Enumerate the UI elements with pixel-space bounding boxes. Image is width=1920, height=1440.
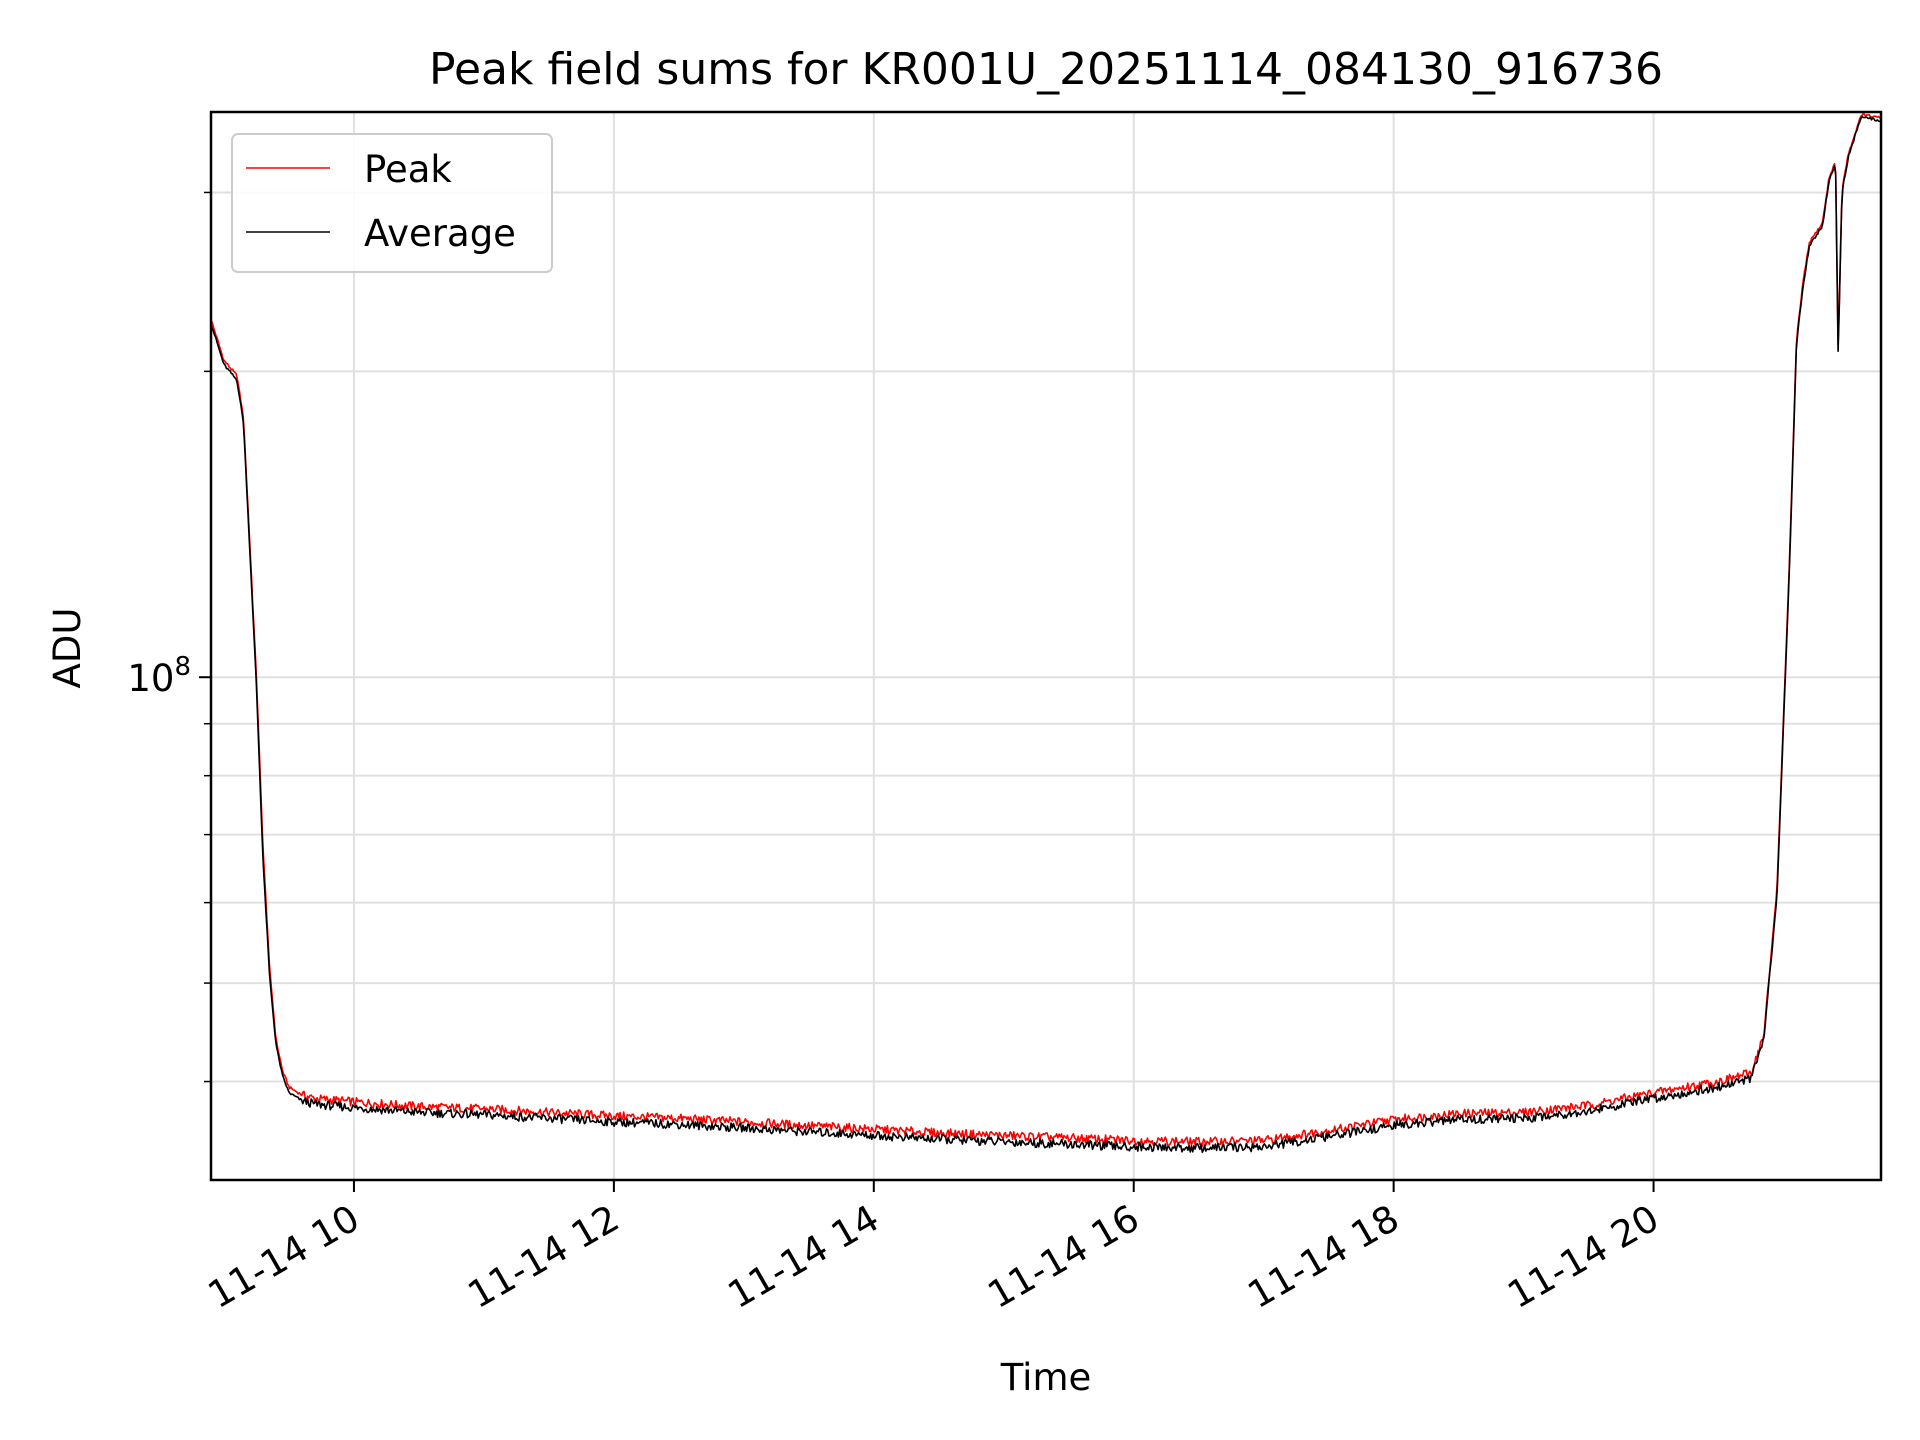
plot-frame	[209, 110, 1883, 1182]
legend: Peak Average	[231, 133, 553, 273]
legend-average-label: Average	[364, 212, 516, 255]
y-tick-label: 108	[127, 652, 191, 700]
y-tick-base: 10	[127, 657, 174, 700]
series-line-peak	[210, 112, 1882, 1147]
x-axis-label: Time	[1000, 1356, 1092, 1399]
y-axis-label: ADU	[46, 608, 89, 689]
y-axis-ticks: 108	[127, 191, 211, 1083]
series-lines	[210, 112, 1882, 1154]
chart-title: Peak field sums for KR001U_20251114_0841…	[429, 44, 1663, 95]
legend-peak-label: Peak	[364, 148, 452, 191]
grid-lines	[211, 112, 1881, 1180]
y-tick-exponent: 8	[174, 652, 191, 682]
series-line-average	[210, 115, 1882, 1154]
